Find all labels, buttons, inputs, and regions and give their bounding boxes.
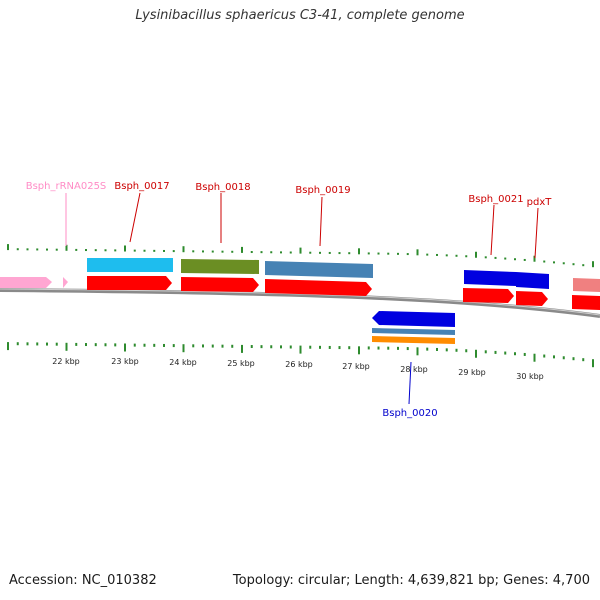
rrna-arrow-small[interactable] xyxy=(63,277,68,288)
ruler-label: 23 kbp xyxy=(111,357,139,366)
ruler-label: 26 kbp xyxy=(285,360,313,369)
label-bsph-0018[interactable]: Bsph_0018 xyxy=(195,182,250,193)
rrna-arrow[interactable] xyxy=(0,277,52,288)
cds-arrow-right[interactable] xyxy=(572,295,600,310)
gene-block-0018[interactable] xyxy=(181,259,259,274)
gene-block-0019[interactable] xyxy=(265,261,373,278)
label-bsph-0017[interactable]: Bsph_0017 xyxy=(114,181,169,192)
label-bsph-rrna025s[interactable]: Bsph_rRNA025S xyxy=(26,181,107,192)
genome-backbone xyxy=(0,288,600,318)
ruler-label: 28 kbp xyxy=(400,365,428,374)
ruler-label: 29 kbp xyxy=(458,368,486,377)
label-bsph-0021[interactable]: Bsph_0021 xyxy=(468,194,523,205)
gene-block-0020-orange[interactable] xyxy=(372,336,455,344)
gene-arrow-0020[interactable] xyxy=(372,311,455,327)
label-bsph-0020[interactable]: Bsph_0020 xyxy=(382,408,437,419)
label-pdxt[interactable]: pdxT xyxy=(527,197,553,208)
ruler-label: 24 kbp xyxy=(169,358,197,367)
gene-block-0017[interactable] xyxy=(87,258,173,272)
gene-block-0021[interactable] xyxy=(464,270,516,286)
topology-stats: Topology: circular; Length: 4,639,821 bp… xyxy=(232,573,590,588)
cds-arrow-0018[interactable] xyxy=(181,277,259,292)
ruler-label: 22 kbp xyxy=(52,357,80,366)
feature-track-bottom xyxy=(372,311,455,344)
cds-arrow-0021[interactable] xyxy=(463,288,514,303)
cds-arrow-0019[interactable] xyxy=(265,279,372,296)
map-title: Lysinibacillus sphaericus C3-41, complet… xyxy=(135,8,465,23)
feature-track-top xyxy=(0,258,600,310)
label-bsph-0019[interactable]: Bsph_0019 xyxy=(295,185,350,196)
tick-row-top xyxy=(7,244,594,268)
ruler-labels: 22 kbp 23 kbp 24 kbp 25 kbp 26 kbp 27 kb… xyxy=(52,357,544,381)
cds-arrow-0017[interactable] xyxy=(87,276,172,290)
ruler-label: 27 kbp xyxy=(342,362,370,371)
accession-text: Accession: NC_010382 xyxy=(9,573,157,588)
ruler-label: 25 kbp xyxy=(227,359,255,368)
gene-block-pdxT[interactable] xyxy=(516,272,549,289)
feature-labels: Bsph_rRNA025S Bsph_0017 Bsph_0018 Bsph_0… xyxy=(26,181,553,419)
ruler-label: 30 kbp xyxy=(516,372,544,381)
gene-block-0020-steel[interactable] xyxy=(372,328,455,335)
cds-arrow-pdxT[interactable] xyxy=(516,291,548,306)
gene-block-right-salmon[interactable] xyxy=(573,278,600,292)
label-leaders xyxy=(65,192,539,405)
tick-row-bottom xyxy=(7,342,594,368)
